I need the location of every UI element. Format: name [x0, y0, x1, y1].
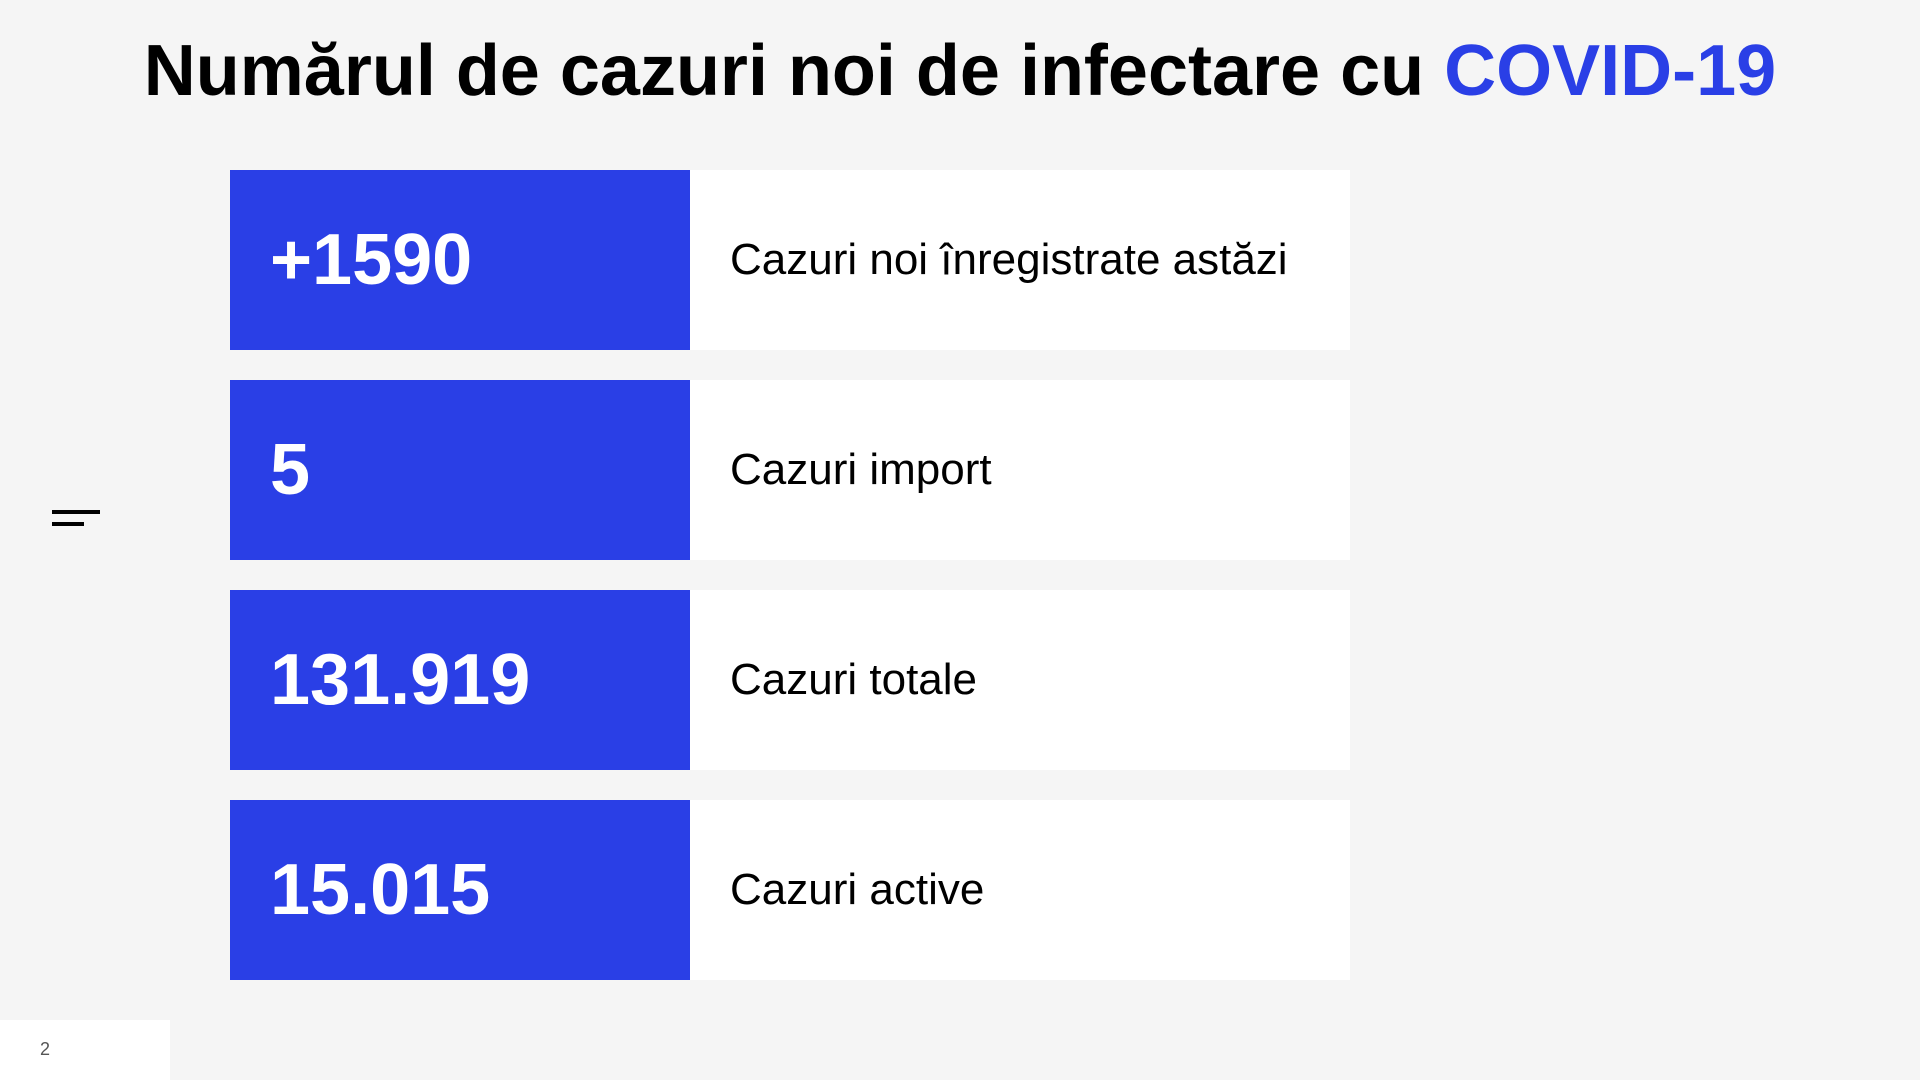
stat-label: Cazuri active	[690, 800, 1350, 980]
stat-row: 5 Cazuri import	[230, 380, 1350, 560]
title-prefix: Numărul de cazuri noi de infectare cu	[144, 31, 1444, 111]
stats-rows: +1590 Cazuri noi înregistrate astăzi 5 C…	[230, 170, 1350, 1010]
stat-row: 15.015 Cazuri active	[230, 800, 1350, 980]
page-number: 2	[40, 1039, 50, 1060]
stat-value: 15.015	[230, 800, 690, 980]
stat-row: 131.919 Cazuri totale	[230, 590, 1350, 770]
stat-label: Cazuri totale	[690, 590, 1350, 770]
decoration-lines-icon	[52, 510, 100, 526]
stat-value: +1590	[230, 170, 690, 350]
title-highlight: COVID-19	[1444, 31, 1776, 111]
stat-label: Cazuri noi înregistrate astăzi	[690, 170, 1350, 350]
footer-strip	[0, 1020, 170, 1080]
stat-value: 131.919	[230, 590, 690, 770]
page-title: Numărul de cazuri noi de infectare cu CO…	[80, 30, 1840, 112]
stat-value: 5	[230, 380, 690, 560]
stat-row: +1590 Cazuri noi înregistrate astăzi	[230, 170, 1350, 350]
stat-label: Cazuri import	[690, 380, 1350, 560]
